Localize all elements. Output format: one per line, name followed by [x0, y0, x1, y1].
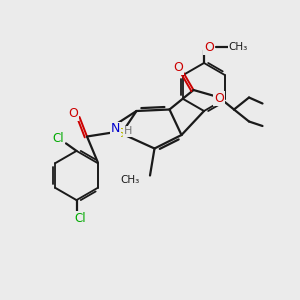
Text: H: H [124, 126, 132, 136]
Text: O: O [174, 61, 183, 74]
Text: S: S [116, 127, 124, 140]
Text: O: O [205, 40, 214, 54]
Text: CH₃: CH₃ [120, 175, 140, 185]
Text: N: N [111, 122, 120, 136]
Text: Cl: Cl [74, 212, 86, 225]
Text: O: O [214, 92, 224, 105]
Text: CH₃: CH₃ [229, 42, 248, 52]
Text: Cl: Cl [53, 131, 64, 145]
Text: O: O [68, 107, 78, 120]
